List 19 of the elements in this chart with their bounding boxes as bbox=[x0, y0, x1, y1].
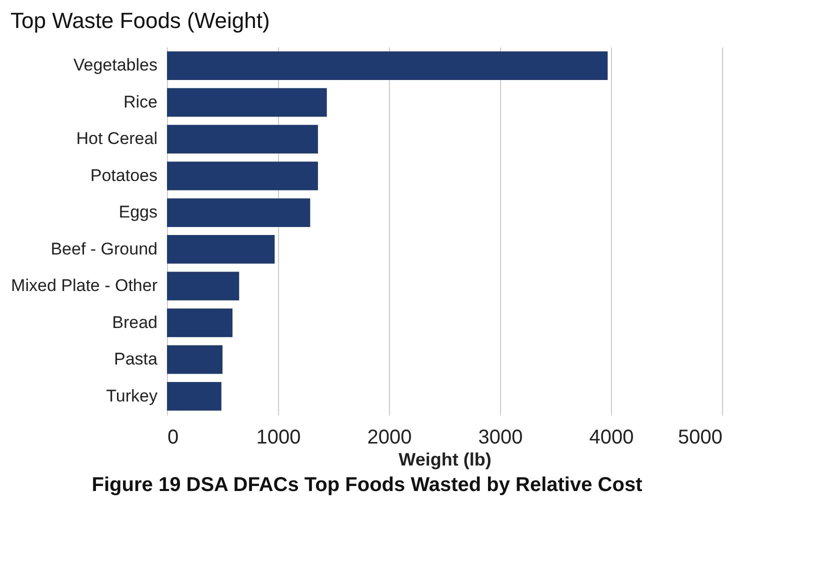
x-tick-label: 1000 bbox=[256, 426, 301, 448]
x-tick-label: 4000 bbox=[589, 426, 634, 448]
x-tick-label: 0 bbox=[168, 426, 179, 448]
y-tick-label: Rice bbox=[123, 92, 158, 112]
y-tick-label: Vegetables bbox=[73, 56, 158, 75]
y-tick-label: Eggs bbox=[118, 202, 158, 222]
y-tick-label: Pasta bbox=[114, 350, 158, 369]
y-tick-label: Hot Cereal bbox=[76, 129, 158, 148]
y-tick-label: Mixed Plate - Other bbox=[11, 276, 158, 296]
x-axis-title: Weight (lb) bbox=[398, 450, 492, 470]
chart-title: Top Waste Foods (Weight) bbox=[10, 8, 270, 33]
y-tick-label: Beef - Ground bbox=[50, 239, 158, 258]
x-tick-label: 3000 bbox=[478, 426, 523, 448]
y-tick-label: Potatoes bbox=[90, 166, 158, 185]
x-tick-label: 2000 bbox=[367, 426, 412, 448]
y-tick-label: Bread bbox=[112, 312, 158, 332]
y-tick-label: Turkey bbox=[106, 386, 158, 406]
caption: Figure 19 DSA DFACs Top Foods Wasted by Relative Cost bbox=[92, 474, 643, 496]
x-tick-label: 5000 bbox=[678, 426, 722, 448]
